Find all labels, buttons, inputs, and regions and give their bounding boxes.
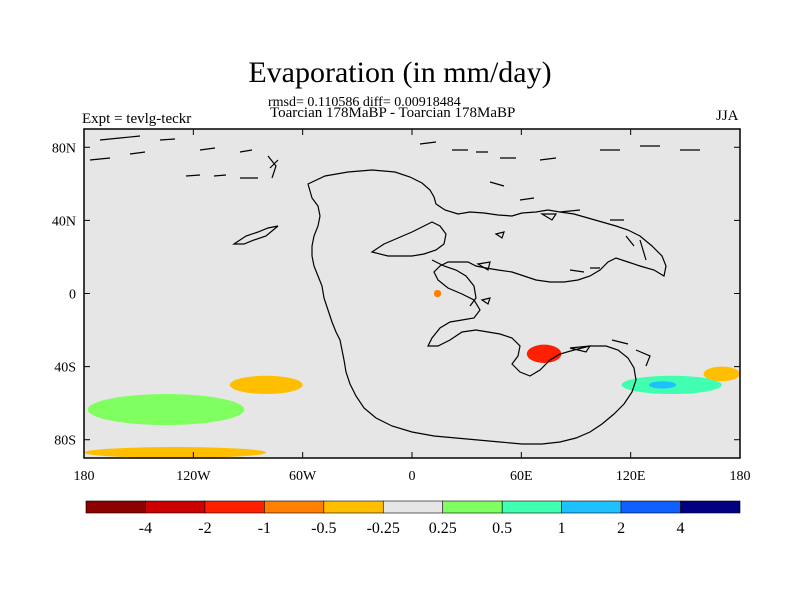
colorbar-label: 0.5 [492, 520, 512, 537]
x-tick-label: 0 [409, 469, 416, 484]
x-tick-label: 180 [730, 469, 751, 484]
colorbar-label: 0.25 [429, 520, 457, 537]
colorbar: -4 -2 -1 -0.5 -0.25 0.25 0.5 1 2 4 [85, 500, 741, 537]
colorbar-swatch [264, 500, 325, 514]
coastline-layer [89, 135, 700, 445]
tethys-negative-hotspot [526, 344, 562, 363]
x-tick-label: 60W [289, 469, 317, 484]
map-subtitle: Toarcian 178MaBP - Toarcian 178MaBP [270, 105, 516, 121]
anomaly-layer [84, 289, 740, 458]
colorbar-swatch [501, 500, 562, 514]
north-island-arc [232, 225, 279, 245]
y-tick-label: 40N [52, 214, 76, 229]
colorbar-label: -0.5 [311, 520, 336, 537]
colorbar-swatch [680, 500, 741, 514]
colorbar-swatch [620, 500, 681, 514]
colorbar-label: 4 [677, 520, 685, 537]
map-title: Evaporation (in mm/day) [248, 56, 552, 89]
arctic-fragments-east [419, 141, 700, 261]
colorbar-swatch [204, 500, 265, 514]
y-tick-label: 80S [54, 434, 76, 449]
colorbar-label: -0.25 [367, 520, 400, 537]
pangea-coastline [307, 169, 667, 445]
x-tick-label: 60E [510, 469, 533, 484]
colorbar-swatch [442, 500, 503, 514]
colorbar-swatch [561, 500, 622, 514]
x-tick-label: 180 [74, 469, 95, 484]
colorbar-label: 1 [558, 520, 566, 537]
y-tick-label: 80N [52, 141, 76, 156]
season-label: JJA [716, 108, 739, 124]
x-tick-label: 120E [616, 469, 646, 484]
arctic-fragments [89, 135, 279, 179]
colorbar-swatch [85, 500, 146, 514]
colorbar-label: -4 [139, 520, 152, 537]
y-tick-label: 40S [54, 361, 76, 376]
colorbar-label: -2 [198, 520, 211, 537]
colorbar-swatch [145, 500, 206, 514]
east-edge-negative-blob [703, 366, 740, 382]
southern-ocean-negative-band [84, 447, 267, 458]
colorbar-swatch [382, 500, 444, 514]
stats-text: rmsd= 0.110586 diff= 0.00918484 [268, 95, 461, 110]
colorbar-label: 2 [617, 520, 625, 537]
x-tick-label: 120W [176, 469, 211, 484]
southern-blue-spot [648, 381, 677, 389]
proto-atlantic-coastline [431, 259, 477, 307]
south-pacific-negative-blob [229, 375, 303, 395]
colorbar-label: -1 [258, 520, 271, 537]
experiment-label: Expt = tevlg-teckr [82, 111, 192, 127]
axis-ticks: 180 120W 60W 0 60E 120E 180 80N 40N 0 40S 80S [52, 129, 751, 484]
south-pacific-positive-blob [87, 394, 245, 426]
central-equator-negative-spot [433, 289, 442, 298]
colorbar-swatch [323, 500, 384, 514]
y-tick-label: 0 [69, 288, 76, 303]
small-islands [476, 213, 651, 367]
tethys-coastline [370, 221, 447, 257]
